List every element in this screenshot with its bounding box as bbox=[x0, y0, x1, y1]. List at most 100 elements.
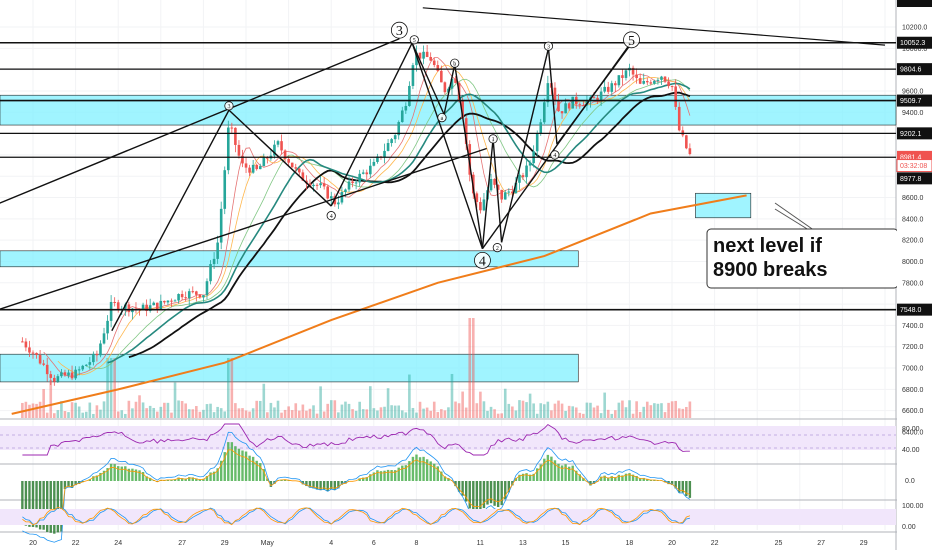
volume-bar bbox=[592, 407, 596, 418]
macd-histogram-bar bbox=[688, 481, 692, 498]
macd-histogram-bar bbox=[74, 481, 77, 486]
candle-body bbox=[155, 302, 159, 309]
candle-body bbox=[191, 291, 195, 293]
trendlines-layer bbox=[0, 7, 886, 332]
candle-body bbox=[63, 372, 67, 376]
macd-histogram-bar bbox=[184, 478, 187, 481]
candle-body bbox=[369, 165, 372, 175]
macd-histogram-bar bbox=[24, 481, 28, 526]
candle-body bbox=[578, 104, 582, 106]
macd-histogram-bar bbox=[557, 463, 560, 481]
macd-histogram-bar bbox=[180, 478, 184, 481]
time-axis-tick: May bbox=[261, 540, 275, 547]
candle-body bbox=[24, 341, 28, 348]
volume-bar bbox=[461, 391, 464, 418]
candle-body bbox=[521, 175, 525, 178]
volume-bar bbox=[131, 408, 134, 418]
macd-histogram-bar bbox=[504, 481, 507, 500]
wave-label-circle bbox=[390, 21, 408, 39]
volume-bar bbox=[35, 403, 38, 418]
candle-body bbox=[386, 143, 390, 151]
candle-body bbox=[347, 181, 351, 190]
candle-body bbox=[187, 291, 191, 299]
candle-body bbox=[365, 172, 369, 175]
volume-bar bbox=[550, 410, 553, 418]
volume-bar bbox=[290, 410, 294, 418]
candle-body bbox=[127, 304, 131, 313]
candle-body bbox=[251, 164, 255, 173]
candle-body bbox=[163, 300, 166, 303]
wave-label-text: 4 bbox=[553, 153, 556, 159]
candle-body bbox=[95, 353, 99, 356]
candle-body bbox=[223, 170, 227, 209]
volume-bar bbox=[496, 413, 500, 418]
candle-body bbox=[322, 183, 326, 187]
macd-histogram-bar bbox=[56, 481, 60, 533]
volume-bar bbox=[202, 409, 205, 418]
volume-bar bbox=[198, 411, 202, 418]
candle-body bbox=[443, 82, 447, 93]
macd-histogram-bar bbox=[376, 470, 379, 481]
macd-histogram-bar bbox=[638, 477, 642, 481]
candle-body bbox=[500, 189, 503, 200]
volume-bar bbox=[511, 406, 514, 418]
macd-histogram-bar bbox=[425, 459, 429, 481]
candle-body bbox=[326, 186, 330, 199]
candle-body bbox=[610, 83, 614, 92]
time-axis-tick: 29 bbox=[221, 540, 229, 547]
candle-body bbox=[553, 87, 557, 101]
macd-histogram-bar bbox=[209, 472, 212, 481]
volume-bar bbox=[546, 401, 550, 418]
volume-bar bbox=[187, 409, 191, 418]
candle-body bbox=[170, 300, 173, 302]
time-axis[interactable]: 20 22 24 27 29 May 4 6 8 11 13 15 18 20 22 25 27 29 bbox=[29, 540, 868, 547]
candle-body bbox=[99, 343, 102, 356]
candle-body bbox=[645, 81, 649, 83]
volume-bar bbox=[606, 409, 610, 418]
volume-bar bbox=[379, 407, 383, 418]
candle-body bbox=[667, 81, 670, 87]
candle-body bbox=[376, 156, 379, 162]
macd-histogram-bar bbox=[401, 465, 404, 481]
macd-histogram-bar bbox=[212, 471, 216, 481]
macd-histogram-bar bbox=[205, 476, 209, 481]
volume-bar bbox=[535, 413, 539, 418]
volume-bar bbox=[120, 410, 124, 418]
volume-bar bbox=[468, 318, 472, 418]
macd-histogram-bar bbox=[472, 481, 475, 513]
macd-histogram-bar bbox=[269, 481, 273, 487]
price-tag-text: 9509.7 bbox=[900, 98, 922, 105]
macd-histogram-bar bbox=[124, 466, 127, 481]
wave-label-text: 2 bbox=[496, 246, 499, 252]
candle-body bbox=[152, 302, 156, 306]
support-resistance-zone bbox=[0, 250, 579, 268]
candle-body bbox=[567, 103, 571, 109]
macd-histogram-bar bbox=[259, 463, 262, 481]
volume-bar bbox=[241, 408, 244, 418]
macd-histogram-bar bbox=[397, 467, 400, 481]
candle-body bbox=[241, 155, 244, 164]
macd-histogram-bar bbox=[42, 481, 45, 530]
macd-histogram-bar bbox=[383, 470, 386, 481]
wave-label-circle bbox=[437, 112, 447, 123]
time-axis-tick: 4 bbox=[329, 540, 333, 547]
volume-bar bbox=[614, 410, 617, 418]
volume-bar bbox=[599, 413, 603, 418]
price-axis[interactable]: 10200.0 10000.0 9600.0 9400.0 8600.0 8400.0 82… bbox=[896, 0, 932, 550]
candle-body bbox=[198, 294, 202, 298]
macd-histogram-bar bbox=[251, 456, 255, 481]
macd-histogram-bar bbox=[379, 471, 383, 481]
macd-histogram-bar bbox=[369, 474, 372, 481]
volume-bar bbox=[294, 403, 298, 418]
candle-body bbox=[312, 184, 315, 187]
volume-bar bbox=[677, 408, 681, 418]
wave-label-circle bbox=[326, 211, 336, 221]
volume-bar bbox=[124, 413, 127, 418]
macd-histogram-bar bbox=[436, 466, 439, 481]
macd-histogram-bar bbox=[567, 466, 571, 481]
macd-histogram-bar bbox=[415, 454, 418, 481]
candle-body bbox=[226, 127, 230, 171]
volume-layer bbox=[21, 318, 692, 418]
candle-body bbox=[77, 369, 81, 371]
macd-histogram-bar bbox=[244, 451, 248, 481]
